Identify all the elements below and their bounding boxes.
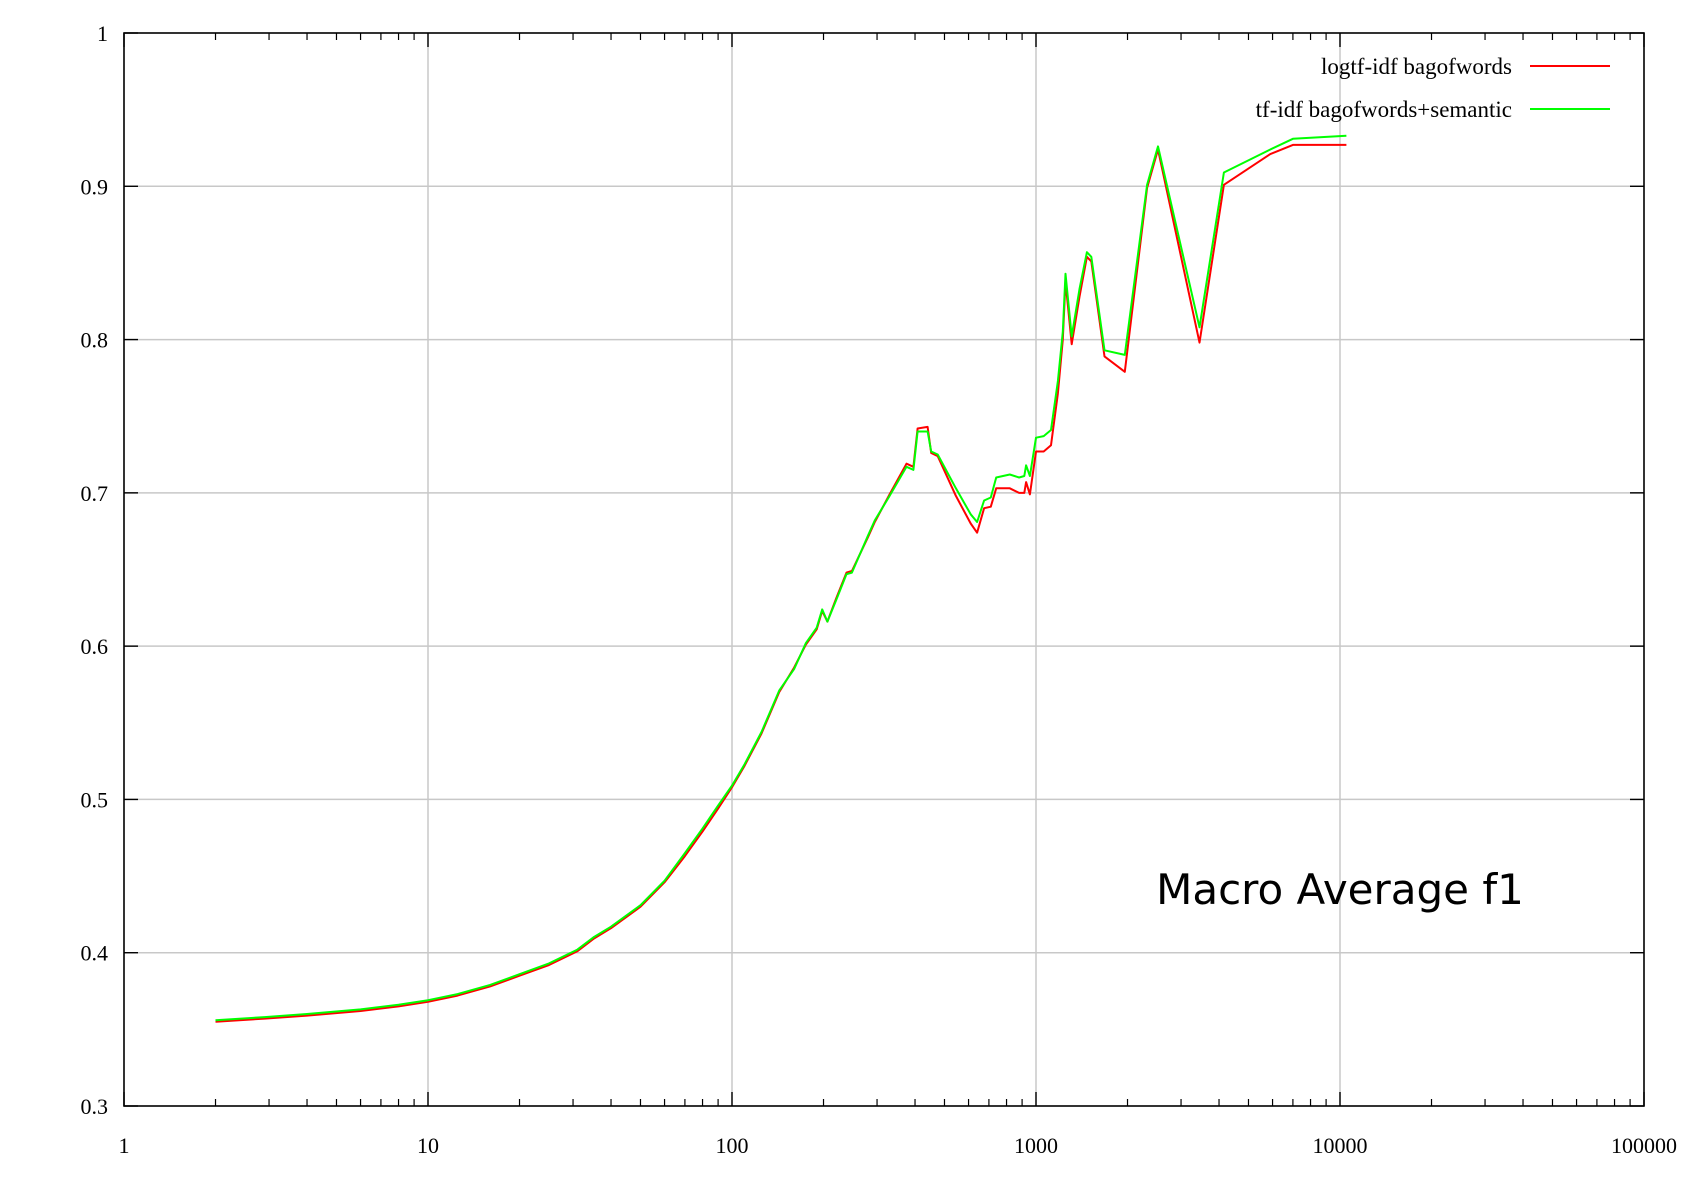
- chart-annotation: Macro Average f1: [1156, 865, 1524, 914]
- x-tick-label: 100000: [1611, 1133, 1677, 1158]
- y-tick-label: 0.7: [81, 481, 109, 506]
- x-tick-label: 1: [119, 1133, 130, 1158]
- y-tick-label: 0.8: [81, 328, 109, 353]
- y-tick-label: 0.5: [81, 787, 109, 812]
- plot-area-border: [123, 32, 1645, 1107]
- legend-label: logtf-idf bagofwords: [1321, 54, 1512, 79]
- x-tick-label: 10000: [1313, 1133, 1368, 1158]
- series-line-2: [215, 134, 1347, 1022]
- y-tick-label: 0.9: [81, 174, 109, 199]
- y-tick-label: 1: [97, 21, 108, 46]
- y-tick-labels: 0.3 0.4 0.5 0.6 0.7 0.8 0.9 1: [81, 21, 109, 1119]
- x-tick-label: 100: [716, 1133, 749, 1158]
- grid-lines: [124, 33, 1644, 1106]
- x-tick-labels: 1 10 100 1000 10000 100000: [119, 1133, 1678, 1158]
- x-tick-label: 1000: [1014, 1133, 1058, 1158]
- y-tick-label: 0.4: [81, 941, 109, 966]
- series-lines: [215, 134, 1347, 1023]
- legend: logtf-idf bagofwords tf-idf bagofwords+se…: [1256, 54, 1610, 122]
- legend-label: tf-idf bagofwords+semantic: [1256, 97, 1512, 122]
- y-tick-label: 0.3: [81, 1094, 109, 1119]
- y-tick-label: 0.6: [81, 634, 109, 659]
- x-tick-label: 10: [417, 1133, 439, 1158]
